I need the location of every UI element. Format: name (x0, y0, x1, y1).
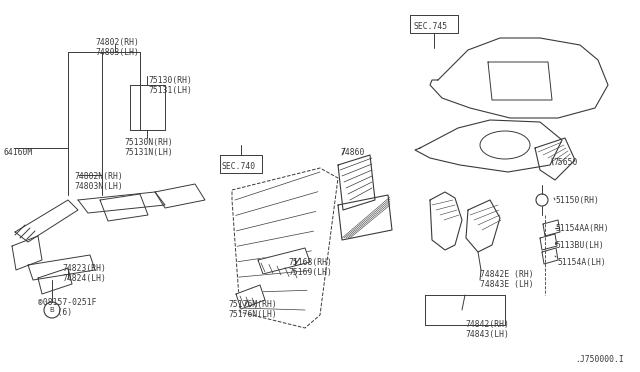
Text: SEC.740: SEC.740 (222, 162, 256, 171)
Text: .J750000.I: .J750000.I (575, 355, 624, 364)
Text: 74842(RH)
74843(LH): 74842(RH) 74843(LH) (465, 320, 509, 339)
Polygon shape (488, 62, 552, 100)
Text: 75650: 75650 (553, 158, 577, 167)
Polygon shape (466, 200, 500, 252)
Polygon shape (100, 194, 148, 221)
Text: 75168(RH)
75169(LH): 75168(RH) 75169(LH) (288, 258, 332, 278)
Text: 75130N(RH)
75131N(LH): 75130N(RH) 75131N(LH) (124, 138, 173, 157)
Polygon shape (338, 155, 375, 210)
Polygon shape (236, 285, 265, 309)
Polygon shape (535, 138, 575, 180)
Polygon shape (542, 248, 558, 264)
Polygon shape (28, 255, 95, 280)
Text: B: B (50, 307, 54, 313)
Text: 74860: 74860 (340, 148, 364, 157)
Polygon shape (430, 192, 462, 250)
Text: 51154AA(RH): 51154AA(RH) (555, 224, 609, 233)
Text: 74823(RH)
74824(LH): 74823(RH) 74824(LH) (62, 264, 106, 283)
Text: 51150(RH): 51150(RH) (555, 196, 599, 205)
Polygon shape (540, 234, 557, 250)
Text: 74842E (RH)
74843E (LH): 74842E (RH) 74843E (LH) (480, 270, 534, 289)
Text: 64160M: 64160M (3, 148, 32, 157)
Text: 75130(RH)
75131(LH): 75130(RH) 75131(LH) (148, 76, 192, 95)
Polygon shape (12, 236, 42, 270)
Polygon shape (258, 248, 310, 274)
Polygon shape (543, 220, 560, 236)
Text: SEC.745: SEC.745 (413, 22, 447, 31)
Text: 75176M(RH)
75176N(LH): 75176M(RH) 75176N(LH) (228, 300, 276, 320)
Polygon shape (338, 195, 392, 240)
Polygon shape (155, 184, 205, 208)
Text: ®08157-0251F
    (6): ®08157-0251F (6) (38, 298, 97, 317)
Polygon shape (38, 268, 72, 294)
Polygon shape (15, 200, 78, 242)
Polygon shape (415, 120, 562, 172)
Polygon shape (430, 38, 608, 118)
Text: 74802N(RH)
74803N(LH): 74802N(RH) 74803N(LH) (74, 172, 123, 192)
Polygon shape (78, 192, 165, 213)
Text: 5113BU(LH): 5113BU(LH) (555, 241, 604, 250)
Text: 51154A(LH): 51154A(LH) (558, 258, 607, 267)
Text: 74802(RH)
74803(LH): 74802(RH) 74803(LH) (95, 38, 139, 57)
